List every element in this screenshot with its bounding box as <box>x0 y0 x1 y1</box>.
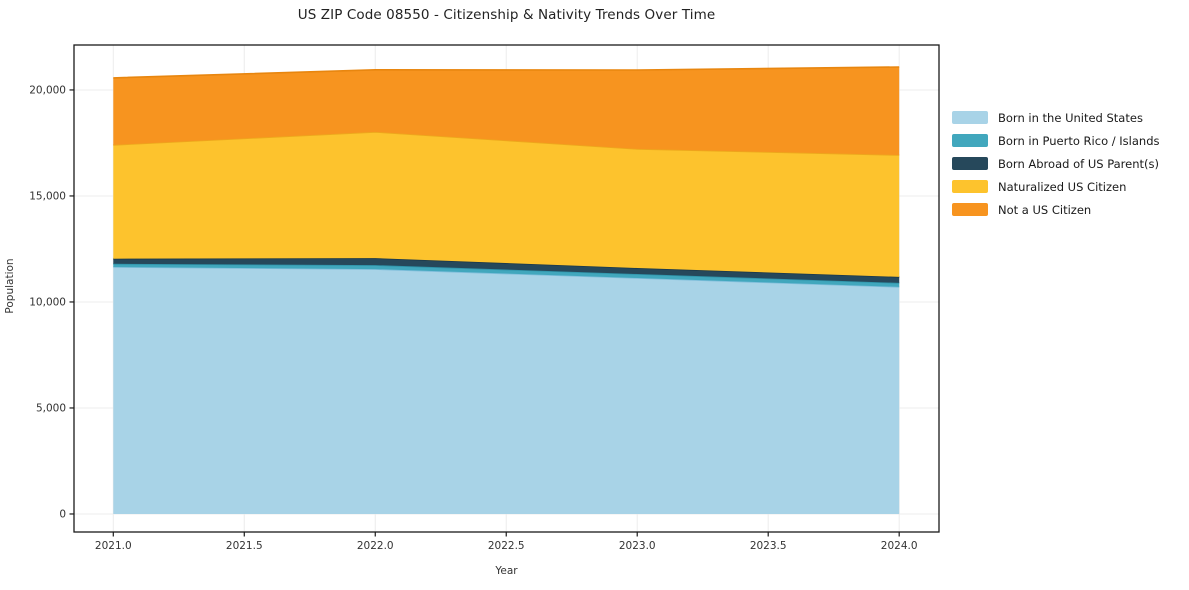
area-series-1 <box>113 263 900 287</box>
y-tick-label: 10,000 <box>29 297 66 309</box>
x-tick-label: 2024.0 <box>881 540 918 552</box>
area-series-3 <box>113 131 900 277</box>
y-tick-label: 15,000 <box>29 191 66 203</box>
legend-swatch-icon <box>952 111 988 124</box>
legend: Born in the United States Born in Puerto … <box>952 106 1160 221</box>
legend-item: Born in the United States <box>952 106 1160 129</box>
x-tick-label: 2023.5 <box>750 540 787 552</box>
y-tick-label: 0 <box>59 509 66 521</box>
area-series-0 <box>113 267 900 514</box>
legend-swatch-icon <box>952 134 988 147</box>
legend-item-label: Naturalized US Citizen <box>998 179 1127 194</box>
x-tick-label: 2022.0 <box>357 540 394 552</box>
legend-item: Naturalized US Citizen <box>952 175 1160 198</box>
legend-swatch-icon <box>952 203 988 216</box>
x-axis-label: Year <box>495 565 518 577</box>
legend-item-label: Born in the United States <box>998 110 1143 125</box>
y-tick-label: 20,000 <box>29 85 66 97</box>
legend-item: Born Abroad of US Parent(s) <box>952 152 1160 175</box>
legend-swatch-icon <box>952 157 988 170</box>
legend-item: Born in Puerto Rico / Islands <box>952 129 1160 152</box>
x-tick-label: 2022.5 <box>488 540 525 552</box>
legend-item-label: Born Abroad of US Parent(s) <box>998 156 1159 171</box>
legend-item-label: Born in Puerto Rico / Islands <box>998 133 1160 148</box>
x-tick-label: 2021.0 <box>95 540 132 552</box>
x-tick-label: 2023.0 <box>619 540 656 552</box>
x-tick-label: 2021.5 <box>226 540 263 552</box>
area-edge-series-4 <box>113 66 900 79</box>
legend-swatch-icon <box>952 180 988 193</box>
chart-title: US ZIP Code 08550 - Citizenship & Nativi… <box>297 7 716 23</box>
legend-item-label: Not a US Citizen <box>998 202 1092 217</box>
area-series-4 <box>113 67 900 155</box>
legend-item: Not a US Citizen <box>952 198 1160 221</box>
y-axis-label: Population <box>4 258 16 314</box>
y-tick-label: 5,000 <box>36 403 66 415</box>
area-series-2 <box>113 258 900 283</box>
